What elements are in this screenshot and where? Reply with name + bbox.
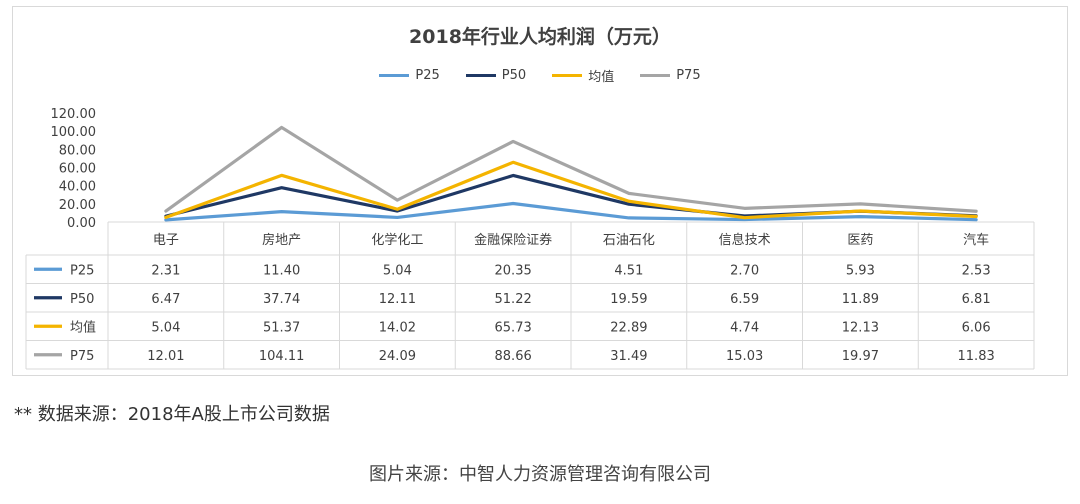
series-line-均值 <box>164 160 978 220</box>
chart-title: 2018年行业人均利润（万元） <box>409 26 671 48</box>
legend-item-0: P25 <box>379 66 440 85</box>
table-cell: 5.04 <box>383 263 412 278</box>
table-cell: 5.04 <box>151 320 180 335</box>
series-line-P75 <box>164 125 978 213</box>
table-cell: 4.51 <box>614 263 643 278</box>
table-cell: 19.59 <box>610 292 647 307</box>
table-cell: 12.01 <box>147 349 184 364</box>
series-line-P25 <box>164 201 978 222</box>
legend-label: P50 <box>501 68 527 83</box>
y-tick-label: 40.00 <box>59 180 96 195</box>
table-cell: 4.74 <box>730 320 759 335</box>
table-cell: 37.74 <box>263 292 300 307</box>
legend-label: P75 <box>676 68 701 83</box>
table-cell: 2.70 <box>730 263 759 278</box>
table-cell: 104.11 <box>259 349 305 364</box>
table-cell: 11.89 <box>842 292 879 307</box>
table-cell: 22.89 <box>610 320 647 335</box>
category-label: 石油石化 <box>603 233 655 248</box>
y-tick-label: 0.00 <box>67 216 96 231</box>
line-chart: 0.00 20.00 40.00 60.00 80.00 100.00 120.00 电子 房地… <box>25 107 1035 370</box>
category-label: 医药 <box>847 233 873 248</box>
table-cell: 5.93 <box>846 263 875 278</box>
table-cell: 11.40 <box>263 263 300 278</box>
y-tick-label: 20.00 <box>59 198 96 213</box>
legend-swatch <box>379 74 410 77</box>
category-label: 电子 <box>153 233 179 248</box>
category-label: 信息技术 <box>719 232 771 248</box>
category-label: 房地产 <box>262 232 301 248</box>
legend: P25 P50 均值 P75 <box>0 66 1080 85</box>
legend-item-3: P75 <box>640 66 701 85</box>
table-cell: 11.83 <box>958 349 995 364</box>
table-cell: 6.81 <box>962 292 991 307</box>
table-series-name: P25 <box>70 263 94 278</box>
table-cell: 6.47 <box>151 292 180 307</box>
footnote: ** 数据来源：2018年A股上市公司数据 <box>14 404 330 425</box>
table-cell: 65.73 <box>495 320 532 335</box>
table-series-name: 均值 <box>70 319 96 335</box>
table-series-name: P75 <box>70 349 94 364</box>
y-tick-label: 100.00 <box>51 125 97 140</box>
legend-swatch <box>465 74 496 77</box>
y-tick-label: 60.00 <box>59 162 96 177</box>
table-cell: 31.49 <box>610 349 647 364</box>
legend-swatch <box>640 74 671 77</box>
table-cell: 24.09 <box>379 349 416 364</box>
table-cell: 12.11 <box>379 292 416 307</box>
image-source: 图片来源：中智人力资源管理咨询有限公司 <box>369 464 711 485</box>
legend-item-1: P50 <box>465 66 527 85</box>
table-cell: 2.53 <box>962 263 991 278</box>
table-cell: 12.13 <box>842 320 879 335</box>
table-cell: 51.37 <box>263 320 300 335</box>
table-cell: 6.06 <box>962 320 991 335</box>
table-cell: 2.31 <box>151 263 180 278</box>
table-cell: 19.97 <box>842 349 879 364</box>
table-cell: 14.02 <box>379 320 416 335</box>
table-cell: 20.35 <box>495 263 532 278</box>
chart-frame <box>12 6 1068 376</box>
table-cell: 6.59 <box>730 292 759 307</box>
legend-label: 均值 <box>588 70 615 85</box>
category-label: 汽车 <box>963 232 989 248</box>
category-label: 金融保险证券 <box>474 232 552 248</box>
legend-item-2: 均值 <box>552 66 614 85</box>
legend-swatch <box>552 74 583 77</box>
table-cell: 15.03 <box>726 349 763 364</box>
y-tick-label: 80.00 <box>59 143 96 158</box>
y-tick-label: 120.00 <box>51 107 97 122</box>
table-cell: 88.66 <box>495 349 532 364</box>
legend-label: P25 <box>415 68 440 83</box>
category-label: 化学化工 <box>371 232 423 248</box>
table-cell: 51.22 <box>495 292 532 307</box>
table-series-name: P50 <box>70 292 94 307</box>
